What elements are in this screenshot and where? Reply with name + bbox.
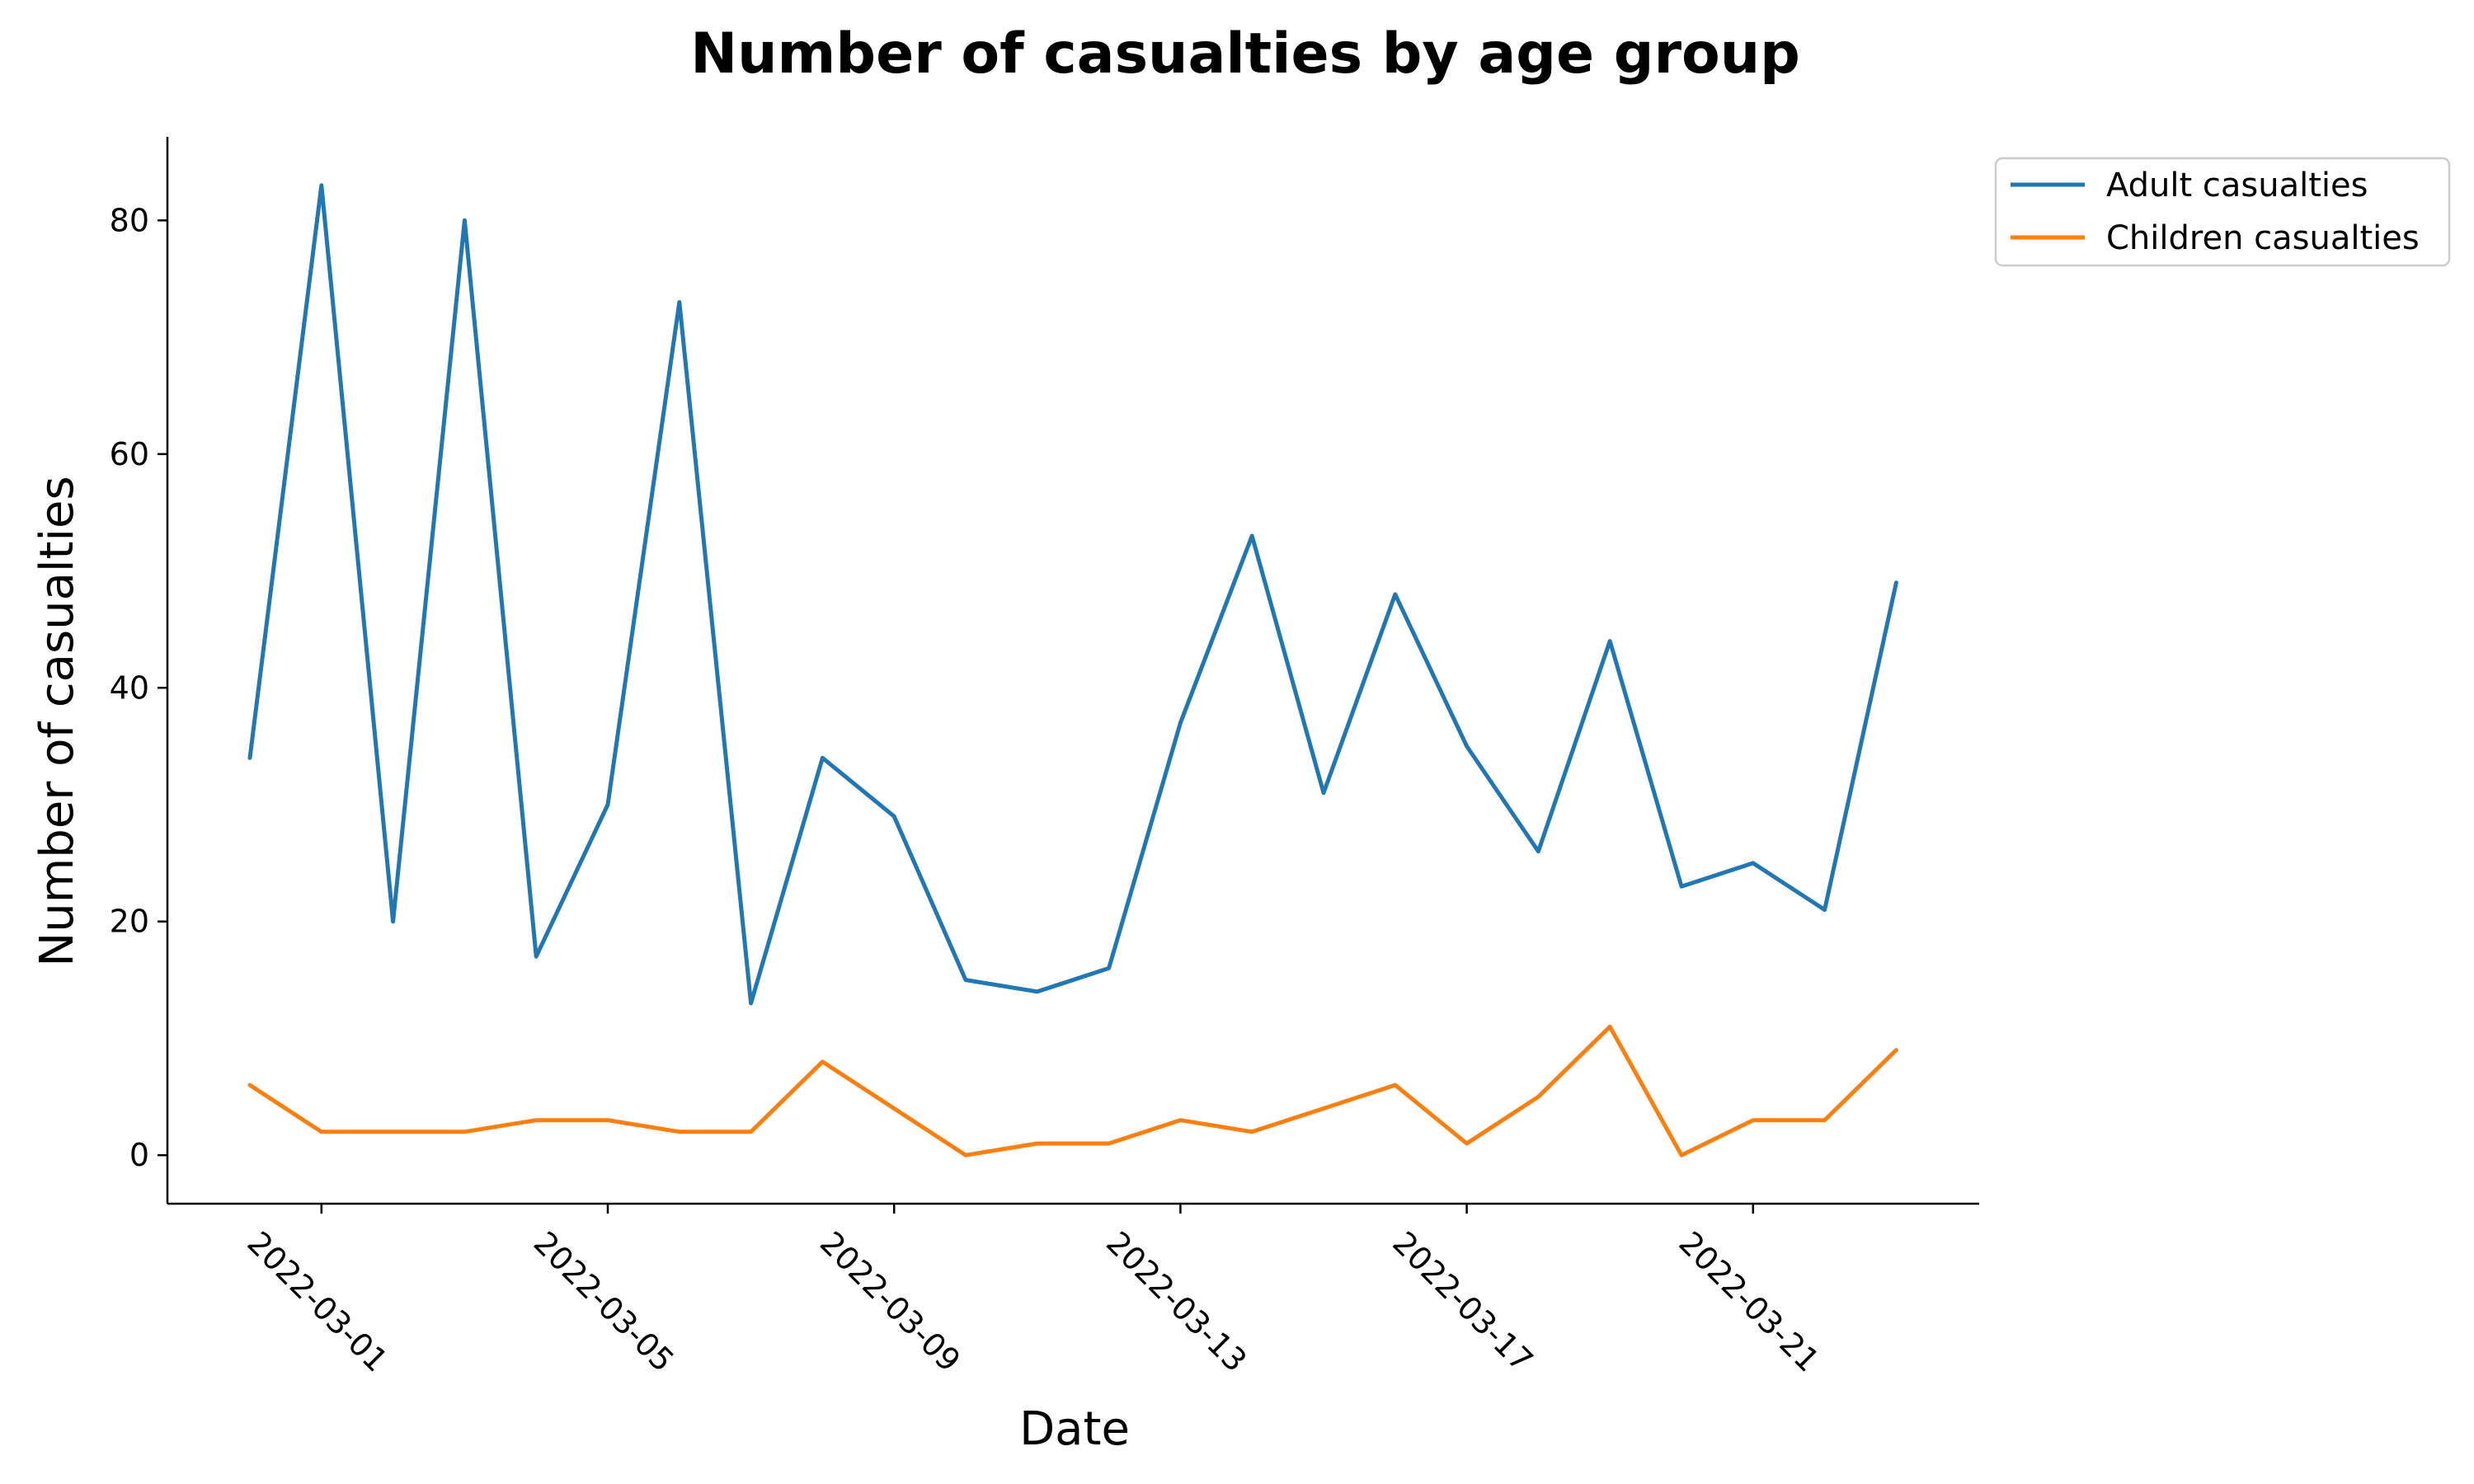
- x-ticks: 2022-03-01 2022-03-05 2022-03-09 2022-03-13…: [240, 1204, 1827, 1379]
- y-tick-label: 60: [110, 436, 149, 472]
- axes: [166, 137, 1979, 1205]
- series-group: [247, 183, 1898, 1158]
- y-ticks: 0 20 40 60 80: [110, 202, 167, 1173]
- y-tick-label: 20: [110, 904, 149, 940]
- series-line-children: [247, 1024, 1898, 1158]
- legend-label: Adult casualties: [2106, 167, 2368, 204]
- x-tick-label: 2022-03-21: [1672, 1224, 1826, 1378]
- legend-label: Children casualties: [2106, 219, 2420, 257]
- y-tick-label: 40: [110, 669, 149, 706]
- legend: Adult casualties Children casualties: [1994, 157, 2451, 267]
- x-tick-label: 2022-03-05: [527, 1224, 681, 1378]
- legend-box: [1994, 157, 2451, 267]
- x-axis-label: Date: [1019, 1402, 1130, 1456]
- x-tick-label: 2022-03-09: [813, 1224, 967, 1378]
- y-tick-label: 80: [110, 202, 149, 238]
- y-tick-label: 0: [129, 1137, 149, 1173]
- y-axis-label: Number of casualties: [31, 476, 84, 966]
- series-line-adult: [247, 183, 1898, 1006]
- x-tick-label: 2022-03-17: [1385, 1224, 1540, 1378]
- x-tick-label: 2022-03-13: [1099, 1224, 1253, 1378]
- chart-title: Number of casualties by age group: [690, 21, 1800, 87]
- x-tick-label: 2022-03-01: [240, 1224, 394, 1378]
